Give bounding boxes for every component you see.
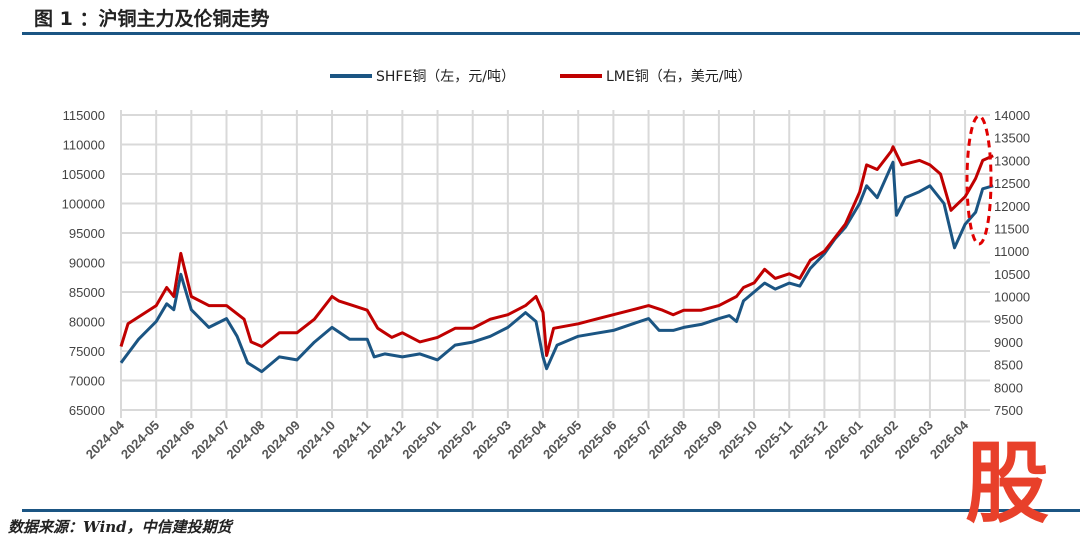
x-tick-label: 2024-07 <box>188 418 232 462</box>
x-tick-label: 2024-08 <box>223 418 267 462</box>
title-divider <box>22 32 1080 35</box>
y-left-tick-label: 100000 <box>62 197 105 212</box>
y-right-tick-label: 13500 <box>994 131 1030 146</box>
y-right-tick-label: 10000 <box>994 290 1030 305</box>
x-tick-label: 2024-06 <box>153 418 197 462</box>
legend: SHFE铜（左，元/吨） LME铜（右，美元/吨） <box>330 69 751 85</box>
x-tick-label: 2025-09 <box>681 418 725 462</box>
x-tick-label: 2025-12 <box>786 418 830 462</box>
y-right-tick-label: 9000 <box>994 335 1023 350</box>
y-right-tick-label: 11000 <box>994 244 1029 259</box>
x-tick-label: 2024-10 <box>294 418 338 462</box>
series-line-shfe <box>119 160 994 374</box>
grid <box>120 110 990 418</box>
y-left-tick-label: 70000 <box>69 374 105 389</box>
y-left-tick-label: 115000 <box>63 108 105 123</box>
legend-label-shfe: SHFE铜（左，元/吨） <box>376 69 515 85</box>
y-axis-right: 7500 8000 8500 9000 9500 10000 10500 11000 11500… <box>994 108 1030 418</box>
y-right-tick-label: 12000 <box>994 199 1030 214</box>
legend-label-lme: LME铜（右，美元/吨） <box>606 69 751 85</box>
x-axis: 2024-042024-052024-062024-072024-082024-… <box>83 417 972 462</box>
x-tick-label: 2025-01 <box>399 418 443 462</box>
y-right-tick-label: 8000 <box>994 380 1023 395</box>
y-right-tick-label: 14000 <box>994 108 1030 123</box>
x-tick-label: 2024-12 <box>364 418 408 462</box>
x-tick-label: 2025-10 <box>716 418 760 462</box>
watermark-logo: 股 <box>965 432 1049 535</box>
y-left-tick-label: 95000 <box>69 226 105 241</box>
x-tick-label: 2025-05 <box>540 418 584 462</box>
y-left-tick-label: 90000 <box>69 256 105 271</box>
y-right-tick-label: 10500 <box>994 267 1030 282</box>
x-tick-label: 2024-05 <box>118 418 162 462</box>
x-tick-label: 2024-09 <box>259 418 303 462</box>
y-right-tick-label: 11500 <box>994 221 1029 236</box>
x-tick-label: 2025-07 <box>610 418 654 462</box>
highlight-ellipse <box>965 114 993 246</box>
y-left-tick-label: 110000 <box>63 138 105 153</box>
y-right-tick-label: 7500 <box>994 403 1023 418</box>
x-tick-label: 2025-02 <box>434 418 478 462</box>
x-tick-label: 2026-01 <box>821 418 865 462</box>
y-right-tick-label: 13000 <box>994 153 1030 168</box>
series-lines <box>119 145 994 374</box>
y-left-tick-label: 105000 <box>62 167 105 182</box>
y-left-tick-label: 80000 <box>69 315 105 330</box>
x-tick-label: 2025-06 <box>575 418 619 462</box>
x-tick-label: 2026-02 <box>857 418 901 462</box>
figure-title: 图 1 ：沪铜主力及伦铜走势 <box>34 8 270 30</box>
x-tick-label: 2026-03 <box>892 418 936 462</box>
x-tick-label: 2025-08 <box>645 418 689 462</box>
y-right-tick-label: 9500 <box>994 312 1023 327</box>
source-note: 数据来源：Wind，中信建投期货 <box>8 518 232 536</box>
footer-divider <box>22 509 1080 512</box>
y-right-tick-label: 8500 <box>994 358 1023 373</box>
x-tick-label: 2025-03 <box>470 418 514 462</box>
series-line-lme <box>119 145 994 357</box>
y-left-tick-label: 65000 <box>69 403 105 418</box>
y-axis-left: 65000 70000 75000 80000 85000 90000 95000 10000… <box>62 108 105 418</box>
y-left-tick-label: 85000 <box>69 285 105 300</box>
y-right-tick-label: 12500 <box>994 176 1030 191</box>
y-left-tick-label: 75000 <box>69 344 105 359</box>
